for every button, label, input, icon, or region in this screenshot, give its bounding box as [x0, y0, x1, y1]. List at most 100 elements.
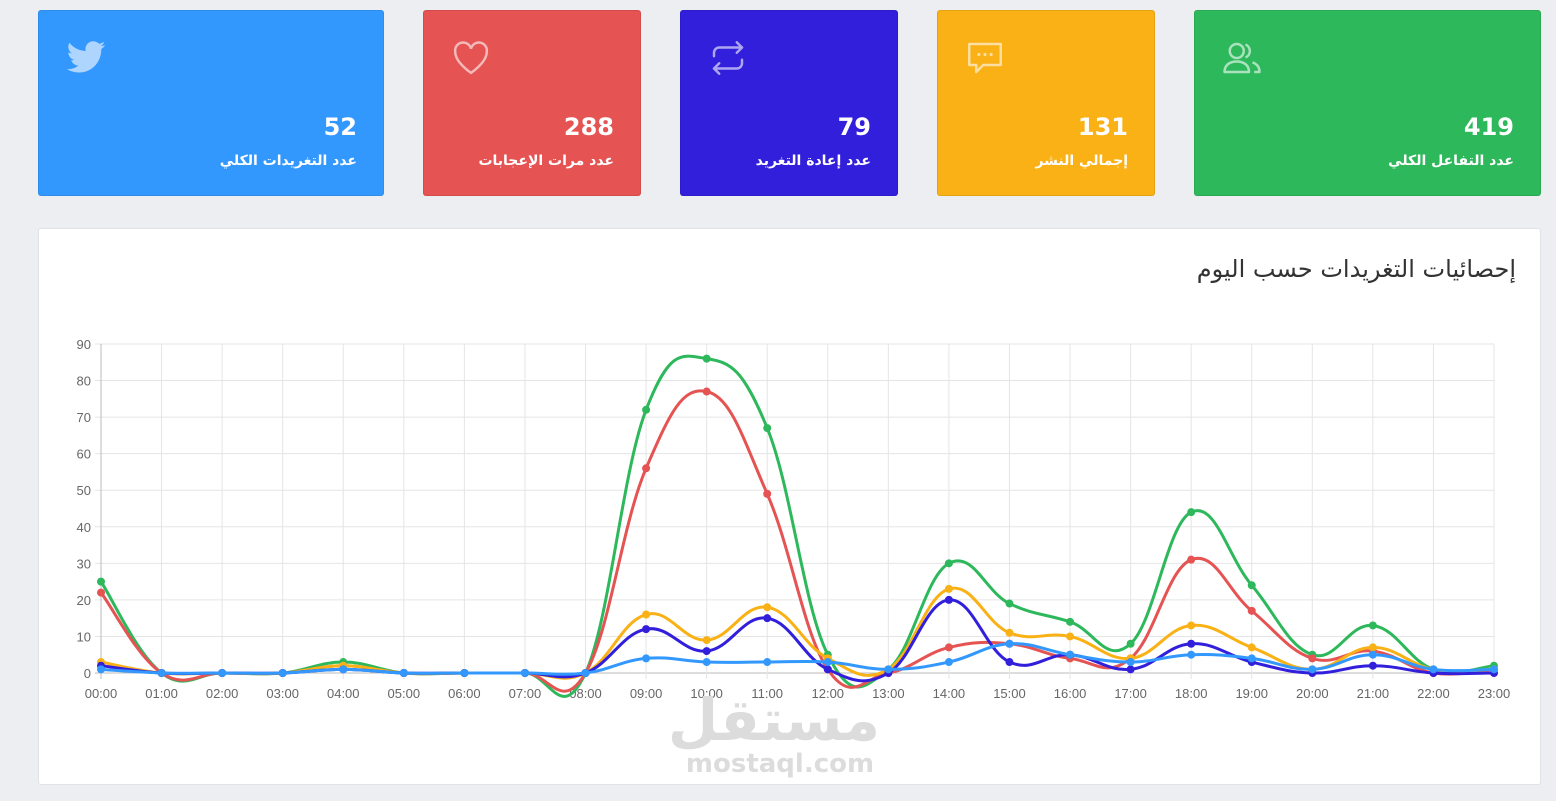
x-tick-label: 18:00 — [1175, 686, 1208, 701]
x-tick-label: 22:00 — [1417, 686, 1450, 701]
data-point — [1066, 650, 1075, 659]
x-tick-label: 10:00 — [690, 686, 723, 701]
data-point — [944, 595, 953, 604]
data-point — [1429, 665, 1438, 674]
card-value: 288 — [563, 113, 614, 141]
card-total-engagement: 419 عدد التفاعل الكلي — [1194, 10, 1541, 196]
data-point — [1005, 639, 1014, 648]
data-point — [702, 354, 711, 363]
data-point — [763, 658, 772, 667]
x-tick-label: 15:00 — [993, 686, 1026, 701]
data-point — [278, 669, 287, 677]
x-tick-label: 06:00 — [448, 686, 481, 701]
data-point — [218, 669, 227, 677]
x-tick-label: 09:00 — [630, 686, 663, 701]
users-icon — [1221, 37, 1263, 79]
data-point — [1187, 508, 1196, 517]
x-tick-label: 19:00 — [1235, 686, 1268, 701]
data-point — [1126, 639, 1135, 648]
card-value: 419 — [1463, 113, 1514, 141]
data-point — [884, 665, 893, 674]
data-point — [1308, 665, 1317, 674]
card-value: 52 — [323, 113, 357, 141]
panel-title: إحصائيات التغريدات حسب اليوم — [1196, 255, 1516, 283]
data-point — [642, 625, 651, 634]
data-point — [1308, 654, 1317, 663]
y-tick-label: 90 — [77, 337, 91, 352]
card-total-tweets: 52 عدد التغريدات الكلي — [38, 10, 384, 196]
y-tick-label: 30 — [77, 556, 91, 571]
x-tick-label: 12:00 — [812, 686, 845, 701]
data-point — [1005, 628, 1014, 637]
x-tick-label: 20:00 — [1296, 686, 1329, 701]
data-point — [944, 658, 953, 667]
y-tick-label: 40 — [77, 520, 91, 535]
data-point — [1368, 650, 1377, 659]
data-point — [944, 559, 953, 568]
comment-icon — [964, 37, 1006, 79]
data-point — [702, 647, 711, 656]
data-point — [399, 669, 408, 677]
y-tick-label: 80 — [77, 374, 91, 389]
x-tick-label: 21:00 — [1357, 686, 1390, 701]
x-tick-label: 13:00 — [872, 686, 905, 701]
y-tick-label: 50 — [77, 483, 91, 498]
data-point — [1368, 661, 1377, 670]
x-tick-label: 05:00 — [388, 686, 421, 701]
x-tick-label: 03:00 — [266, 686, 299, 701]
y-tick-label: 60 — [77, 447, 91, 462]
data-point — [763, 603, 772, 612]
data-point — [581, 669, 590, 677]
watermark-url: mostaql.com — [685, 749, 875, 779]
data-point — [1066, 632, 1075, 641]
data-point — [1490, 665, 1498, 674]
retweet-icon — [707, 37, 749, 79]
data-point — [97, 665, 105, 674]
card-label: عدد التفاعل الكلي — [1388, 153, 1514, 169]
data-point — [1247, 643, 1256, 652]
card-value: 79 — [837, 113, 871, 141]
y-tick-label: 70 — [77, 410, 91, 425]
data-point — [823, 658, 832, 667]
data-point — [1187, 555, 1196, 564]
card-total-posts: 131 إجمالي النشر — [937, 10, 1155, 196]
twitter-icon — [65, 37, 107, 79]
x-tick-label: 17:00 — [1114, 686, 1147, 701]
data-point — [702, 658, 711, 667]
data-point — [702, 387, 711, 396]
data-point — [1368, 621, 1377, 630]
data-point — [1187, 650, 1196, 659]
data-point — [642, 405, 651, 414]
card-label: إجمالي النشر — [1035, 153, 1128, 169]
data-point — [763, 489, 772, 498]
heart-icon — [450, 37, 492, 79]
data-point — [97, 577, 105, 586]
x-tick-label: 07:00 — [509, 686, 542, 701]
x-tick-label: 23:00 — [1478, 686, 1511, 701]
card-label: عدد إعادة التغريد — [755, 153, 871, 169]
data-point — [1247, 581, 1256, 590]
data-point — [763, 614, 772, 623]
card-likes: 288 عدد مرات الإعجابات — [423, 10, 641, 196]
data-point — [823, 665, 832, 674]
y-tick-label: 0 — [84, 666, 91, 681]
data-point — [1247, 654, 1256, 663]
data-point — [1187, 621, 1196, 630]
data-point — [157, 669, 166, 677]
x-tick-label: 00:00 — [85, 686, 118, 701]
card-label: عدد التغريدات الكلي — [219, 153, 357, 169]
x-tick-label: 11:00 — [751, 686, 783, 701]
x-tick-label: 04:00 — [327, 686, 360, 701]
data-point — [702, 636, 711, 645]
data-point — [763, 424, 772, 433]
y-tick-label: 10 — [77, 629, 91, 644]
data-point — [1187, 639, 1196, 648]
chart-panel: إحصائيات التغريدات حسب اليوم 0 10 20 30 40 50… — [38, 228, 1541, 785]
x-tick-label: 16:00 — [1054, 686, 1087, 701]
data-point — [1126, 658, 1135, 667]
watermark: مستقل mostaql.com — [667, 686, 880, 779]
watermark-arabic: مستقل — [667, 686, 880, 754]
data-point — [642, 610, 651, 619]
data-point — [520, 669, 529, 677]
data-point — [97, 588, 105, 597]
